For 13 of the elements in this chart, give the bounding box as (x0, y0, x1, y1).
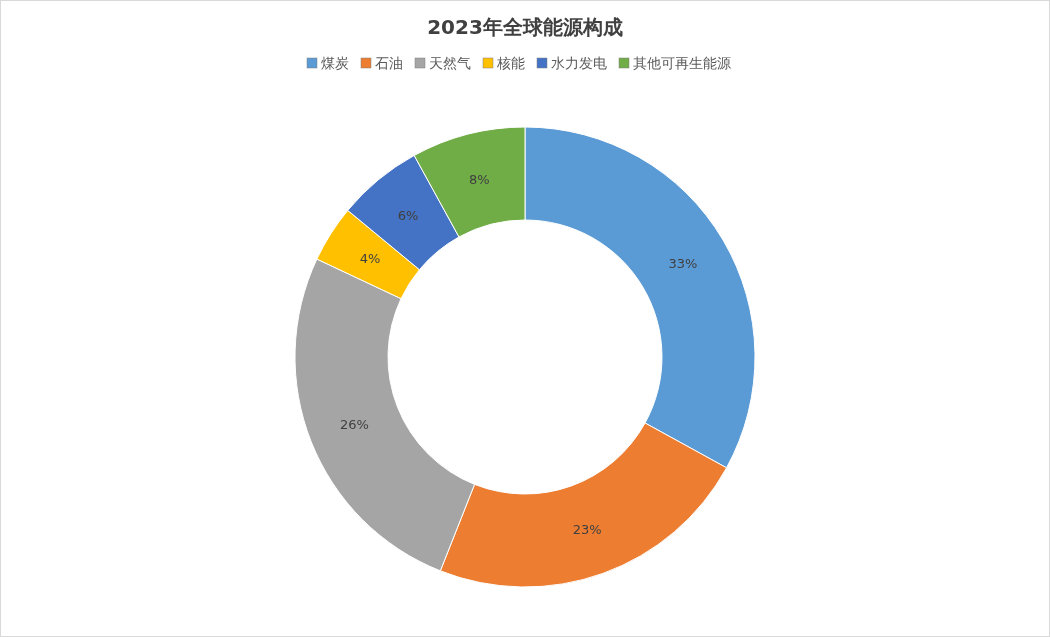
chart-title: 2023年全球能源构成 (427, 15, 623, 39)
legend-label: 天然气 (429, 55, 471, 71)
legend-label: 石油 (375, 55, 403, 71)
legend-label: 其他可再生能源 (633, 55, 731, 71)
data-label: 4% (359, 251, 381, 267)
data-label: 23% (572, 522, 602, 538)
data-label: 6% (397, 208, 419, 224)
data-label: 8% (469, 171, 490, 187)
legend-label: 核能 (496, 55, 525, 71)
data-label: 26% (339, 417, 369, 433)
data-label: 33% (668, 256, 698, 272)
legend-label: 水力发电 (551, 55, 607, 71)
legend-label: 煤炭 (321, 55, 349, 71)
